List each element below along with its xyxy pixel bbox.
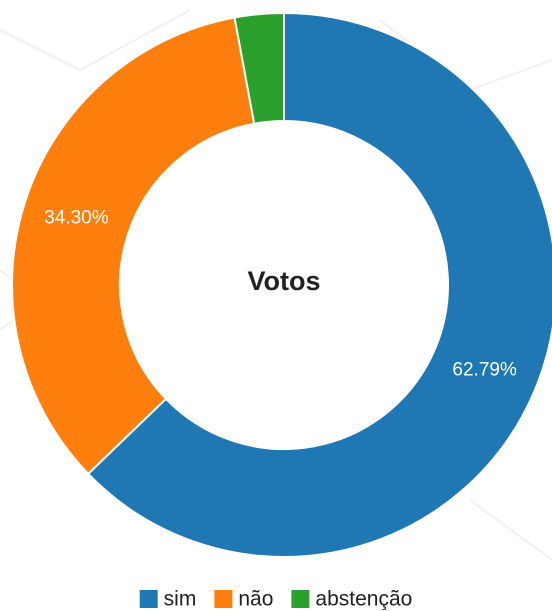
legend-label: abstenção: [315, 588, 412, 611]
donut-slice: [233, 11, 285, 125]
legend-swatch: [214, 590, 233, 608]
donut-slice: [11, 16, 256, 476]
legend-swatch: [291, 590, 310, 608]
legend-swatch: [139, 590, 158, 608]
donut-slice: [86, 11, 552, 558]
value-label: 62.79%: [452, 359, 517, 380]
chart-title: Votos: [248, 266, 321, 296]
legend-label: não: [238, 588, 273, 611]
legend-label: sim: [164, 588, 197, 611]
value-label: 34.30%: [44, 207, 109, 228]
